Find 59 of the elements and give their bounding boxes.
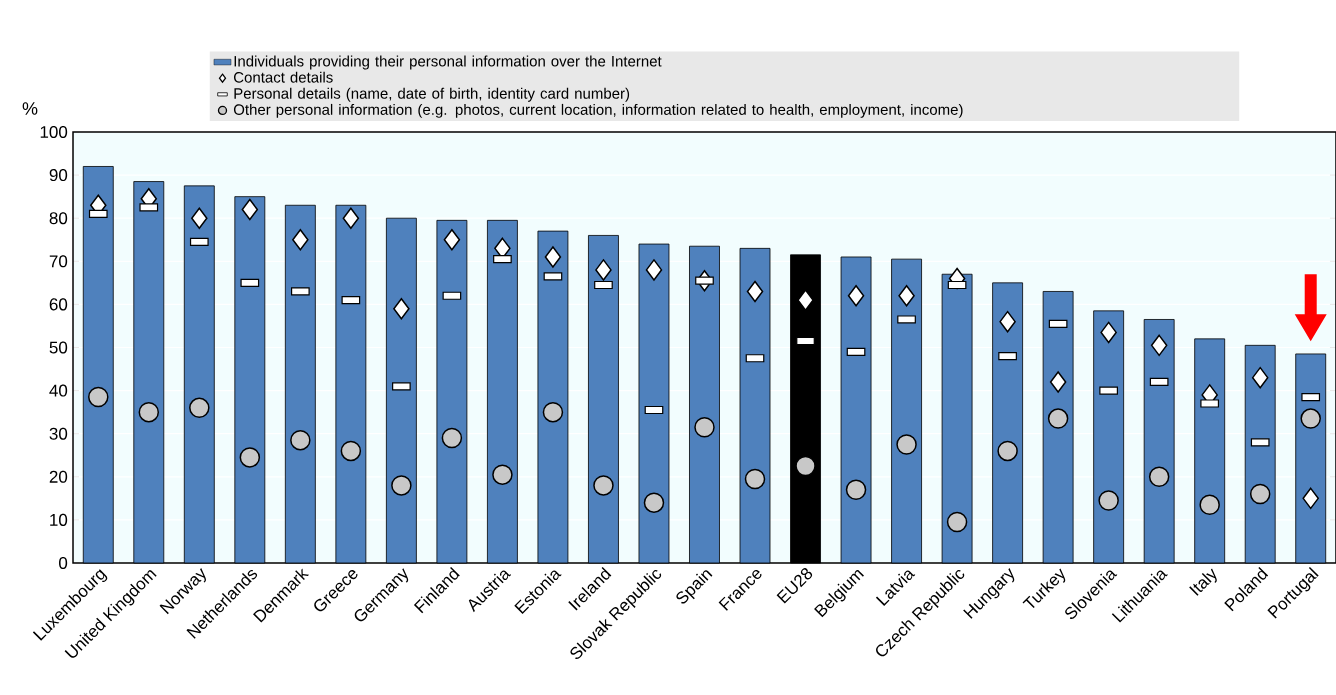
point: [292, 228, 309, 251]
point: [443, 228, 461, 251]
point: [1098, 490, 1119, 511]
point: [645, 259, 663, 281]
point: [593, 475, 614, 496]
point: [797, 289, 814, 311]
point: [1148, 466, 1170, 488]
point: [595, 259, 612, 281]
point: [241, 198, 259, 221]
point: [744, 468, 766, 490]
point: [1049, 371, 1067, 393]
point: [290, 429, 311, 451]
point: [544, 246, 562, 268]
x-tick-label: Italy: [1189, 568, 1217, 596]
point: [542, 401, 564, 423]
point: [1251, 366, 1269, 389]
point: [997, 440, 1018, 462]
point: [1249, 483, 1271, 505]
point: [492, 464, 513, 485]
point: [845, 479, 867, 500]
y-axis-title: %: [22, 102, 38, 115]
y-tick-label: 100: [40, 125, 68, 139]
y-tick-label: 50: [49, 341, 68, 354]
point: [342, 207, 360, 229]
point: [847, 285, 865, 307]
point: [191, 207, 208, 229]
legend-label: Other personal information (e.g. photos, current location, information related to health, employment, income): [233, 103, 963, 118]
point: [88, 386, 109, 408]
y-tick-label: 20: [49, 470, 68, 483]
y-tick-label: 70: [49, 255, 68, 268]
y-tick-label: 80: [49, 212, 68, 225]
point: [1150, 334, 1168, 357]
y-tick-label: 40: [49, 384, 68, 397]
point: [189, 397, 210, 419]
point: [391, 475, 412, 496]
y-tick-label: 30: [49, 427, 68, 440]
point: [1047, 408, 1069, 429]
point: [138, 401, 160, 423]
point: [746, 280, 764, 303]
y-tick-label: 0: [59, 556, 68, 570]
y-tick-label: 90: [49, 169, 68, 182]
point: [441, 427, 463, 449]
y-tick-label: 60: [49, 298, 68, 311]
y-tick-label: 10: [50, 513, 68, 526]
point: [896, 434, 917, 455]
point: [898, 285, 915, 307]
point: [795, 455, 816, 477]
point: [1100, 321, 1117, 344]
point: [239, 447, 261, 468]
point: [694, 416, 715, 438]
point: [393, 297, 410, 320]
point: [643, 492, 665, 513]
point: [1199, 494, 1220, 516]
point: [340, 440, 362, 462]
point: [946, 511, 968, 533]
legend-label: Individuals providing their personal information over the Internet: [234, 55, 662, 70]
point: [999, 310, 1016, 333]
legend-label: Contact details: [234, 71, 333, 83]
legend-label: Personal details (name, date of birth, identity card number): [234, 87, 630, 102]
